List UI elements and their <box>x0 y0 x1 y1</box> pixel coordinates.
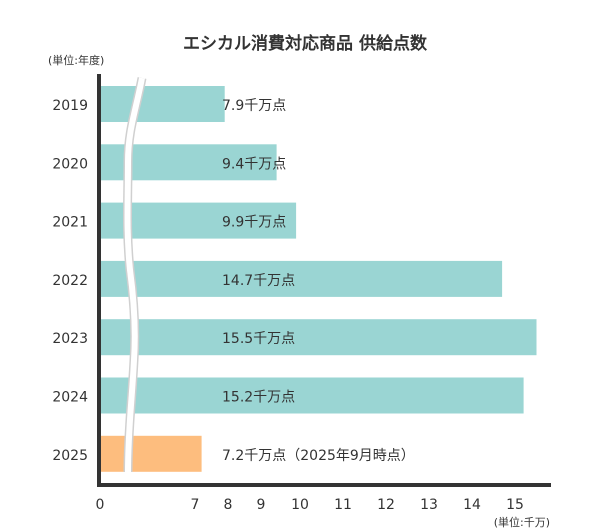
bar-2024 <box>100 377 524 414</box>
x-tick-label-7: 7 <box>191 497 200 513</box>
x-tick-label-8: 8 <box>224 497 233 513</box>
x-tick-label-15: 15 <box>506 497 524 513</box>
bar-2021 <box>100 202 297 239</box>
bar-2022 <box>100 260 503 297</box>
data-label-2019: 7.9千万点 <box>222 98 286 114</box>
data-label-2022: 14.7千万点 <box>222 273 295 289</box>
category-label-2019: 2019 <box>52 98 88 114</box>
y-axis-unit-label: (単位:年度) <box>48 53 104 67</box>
category-label-2024: 2024 <box>52 390 88 406</box>
x-axis-unit-label: (単位:千万) <box>494 515 550 529</box>
x-tick-label-9: 9 <box>257 497 266 513</box>
category-label-2022: 2022 <box>52 273 88 289</box>
category-label-2023: 2023 <box>52 331 88 347</box>
category-label-2020: 2020 <box>52 156 88 172</box>
data-label-2021: 9.9千万点 <box>222 215 286 231</box>
data-label-2025: 7.2千万点（2025年9月時点） <box>222 448 415 464</box>
x-tick-label-13: 13 <box>420 497 438 513</box>
x-tick-label-11: 11 <box>334 497 352 513</box>
chart-title: エシカル消費対応商品 供給点数 <box>183 33 428 54</box>
data-label-2024: 15.2千万点 <box>222 390 295 406</box>
data-label-2020: 9.4千万点 <box>222 156 286 172</box>
x-tick-label-12: 12 <box>377 497 395 513</box>
data-label-2023: 15.5千万点 <box>222 331 295 347</box>
axis-break-mark <box>124 77 145 473</box>
category-label-2025: 2025 <box>52 448 88 464</box>
category-label-2021: 2021 <box>52 215 88 231</box>
x-tick-label-0: 0 <box>96 497 105 513</box>
bar-2019 <box>100 86 225 122</box>
bar-2025 <box>100 435 202 472</box>
x-tick-label-14: 14 <box>463 497 481 513</box>
bar-2023 <box>100 319 537 356</box>
x-tick-label-10: 10 <box>291 497 309 513</box>
